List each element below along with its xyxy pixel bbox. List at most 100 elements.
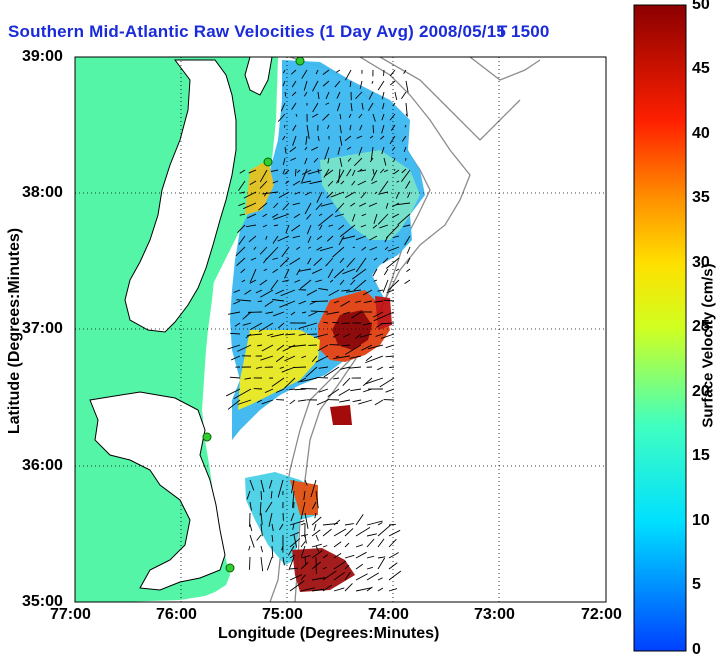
velocity-arrow <box>366 586 373 592</box>
velocity-arrow <box>311 577 326 581</box>
velocity-arrow <box>282 69 286 74</box>
colorbar-tick: 45 <box>692 60 710 77</box>
velocity-arrow <box>369 246 378 251</box>
velocity-arrow <box>342 268 356 275</box>
velocity-arrow <box>355 551 367 559</box>
velocity-arrow <box>323 168 330 178</box>
velocity-arrow <box>371 180 378 185</box>
station-marker <box>202 432 212 442</box>
velocity-arrow <box>355 257 367 273</box>
velocity-arrow <box>322 554 329 559</box>
velocity-arrow <box>227 344 241 350</box>
velocity-arrow <box>285 333 296 336</box>
velocity-arrow <box>380 322 395 325</box>
velocity-arrow <box>300 587 316 592</box>
velocity-arrow <box>355 587 372 592</box>
velocity-arrow <box>281 545 284 551</box>
velocity-arrow <box>380 135 385 140</box>
velocity-arrow <box>315 355 329 363</box>
velocity-patch-cape <box>292 548 355 592</box>
velocity-arrow <box>272 180 279 184</box>
velocity-arrow <box>273 224 279 227</box>
velocity-arrow <box>288 556 295 571</box>
velocity-arrow <box>339 257 345 264</box>
velocity-arrow <box>352 246 356 249</box>
velocity-arrow <box>373 311 395 322</box>
colorbar-tick: 5 <box>692 576 701 593</box>
velocity-arrow <box>299 279 312 290</box>
velocity-arrow <box>357 169 367 172</box>
velocity-arrow <box>373 257 378 261</box>
velocity-arrow <box>372 311 384 318</box>
velocity-arrow <box>304 202 312 215</box>
velocity-arrow <box>315 279 323 283</box>
velocity-arrow <box>404 124 407 128</box>
velocity-arrow <box>339 157 343 167</box>
velocity-arrow <box>389 113 396 121</box>
velocity-arrow <box>361 102 364 110</box>
velocity-arrow <box>367 344 384 350</box>
velocity-arrow <box>340 366 351 370</box>
x-axis-label: Longitude (Degrees:Minutes) <box>218 625 440 642</box>
velocity-arrow <box>284 91 287 97</box>
velocity-arrow <box>275 388 285 393</box>
velocity-arrow <box>318 213 323 216</box>
velocity-arrow <box>256 399 263 403</box>
velocity-arrow <box>313 157 319 163</box>
velocity-arrow <box>282 168 286 175</box>
velocity-arrow <box>405 180 411 189</box>
velocity-arrow <box>306 224 312 235</box>
velocity-arrow <box>270 333 285 338</box>
velocity-arrow <box>311 300 329 302</box>
velocity-arrow <box>271 534 274 542</box>
velocity-arrow <box>389 135 396 145</box>
velocity-arrow <box>379 224 389 229</box>
velocity-arrow <box>267 333 274 337</box>
velocity-arrow <box>338 235 345 246</box>
velocity-arrow <box>380 333 395 339</box>
velocity-arrow <box>289 520 305 526</box>
velocity-arrow <box>304 191 312 196</box>
velocity-arrow <box>300 180 312 184</box>
velocity-arrow <box>315 534 319 541</box>
velocity-arrow <box>290 157 297 161</box>
velocity-arrow <box>338 224 345 230</box>
velocity-arrow <box>370 146 374 160</box>
velocity-arrow <box>333 355 351 359</box>
delaware-bay <box>244 57 273 96</box>
velocity-arrow <box>382 102 385 110</box>
velocity-arrow <box>369 135 374 139</box>
velocity-arrow <box>300 562 309 570</box>
velocity-arrow <box>241 279 246 283</box>
velocity-arrow <box>404 279 411 285</box>
figure-title-tail: T <box>497 22 508 41</box>
velocity-arrow <box>377 557 386 570</box>
velocity-arrow <box>238 202 246 207</box>
velocity-arrow <box>323 321 329 324</box>
velocity-arrow <box>306 124 310 140</box>
velocity-arrow <box>261 344 274 352</box>
velocity-arrow <box>259 246 268 255</box>
velocity-arrow <box>291 80 297 88</box>
velocity-arrow <box>227 399 241 410</box>
velocity-arrow <box>276 344 285 351</box>
velocity-arrow <box>314 512 317 519</box>
velocity-arrow <box>242 322 252 326</box>
velocity-arrow <box>395 202 411 206</box>
velocity-arrow <box>333 519 341 526</box>
velocity-arrow <box>338 168 341 183</box>
velocity-arrow <box>256 366 263 369</box>
velocity-arrow <box>327 124 330 129</box>
velocity-arrow <box>261 399 274 405</box>
velocity-arrow <box>368 202 378 207</box>
velocity-arrow <box>339 279 345 286</box>
velocity-arrow <box>284 355 296 362</box>
velocity-arrow <box>280 102 286 112</box>
velocity-arrow <box>294 191 301 195</box>
velocity-arrow <box>315 202 323 211</box>
velocity-arrow <box>344 523 354 526</box>
velocity-arrow <box>333 300 340 304</box>
velocity-arrow <box>401 169 411 182</box>
velocity-arrow <box>381 91 385 100</box>
